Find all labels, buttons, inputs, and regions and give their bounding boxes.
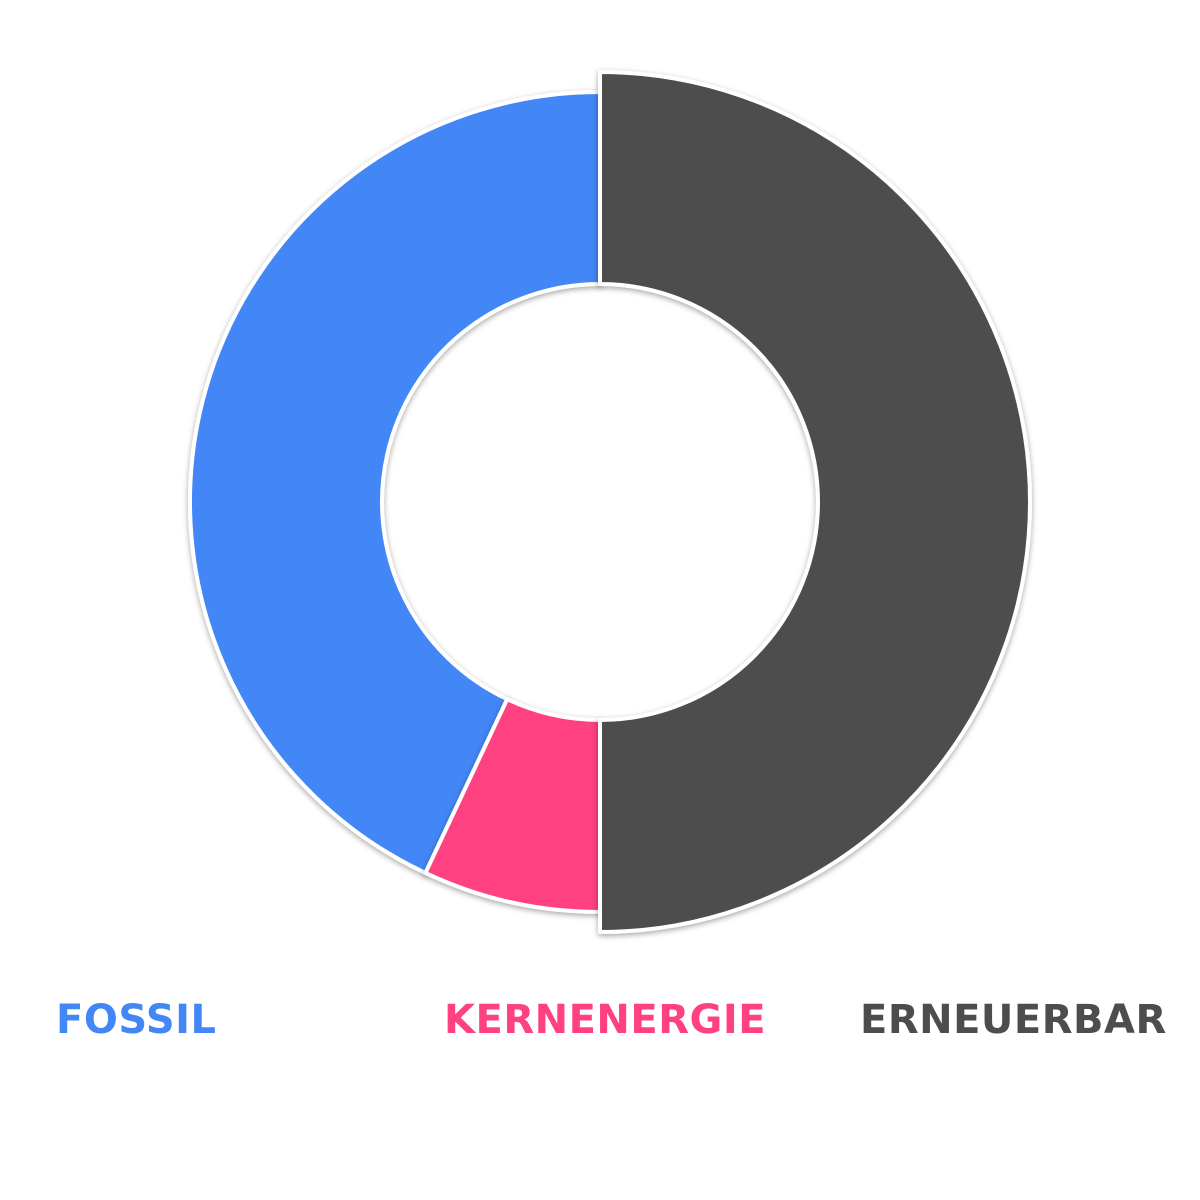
legend-label-kernenergie: KERNENERGIE [444, 997, 767, 1043]
slice-fossil [188, 90, 602, 875]
legend-label-fossil: FOSSIL [56, 997, 217, 1043]
slice-kernenergie [423, 697, 602, 914]
slice-erneuerbar [598, 70, 1032, 934]
donut-slices [188, 70, 1032, 934]
legend-label-erneuerbar: ERNEUERBAR [860, 997, 1167, 1043]
